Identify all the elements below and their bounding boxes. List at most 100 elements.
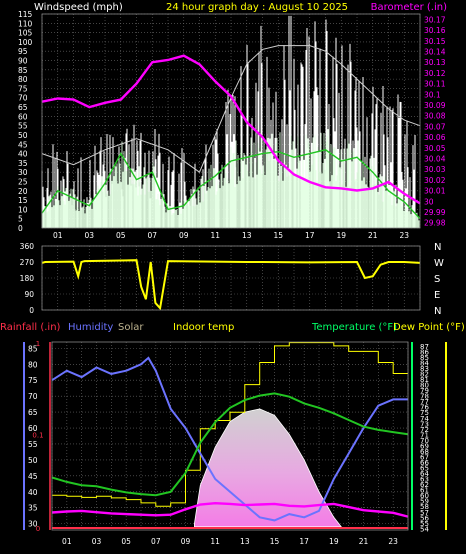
windspeed-tick-label: 75 [18, 84, 28, 93]
barometer-tick-label: 30.14 [424, 47, 446, 56]
barometer-tick-label: 30.01 [424, 187, 446, 196]
temperature-tick-label: 73 [420, 420, 429, 428]
bottom-hour-tick-label: 01 [62, 537, 72, 546]
windspeed-tick-label: 55 [18, 122, 28, 131]
dewpoint-legend: Dew Point (°F) [393, 322, 465, 333]
hour-tick-label: 05 [116, 231, 126, 240]
compass-label: N [434, 242, 441, 253]
direction-degree-label: 360 [20, 242, 35, 251]
bottom-hour-tick-label: 09 [181, 537, 191, 546]
temperature-tick-label: 63 [420, 476, 429, 484]
temperature-tick-label: 77 [420, 398, 429, 406]
barometer-tick-label: 30.11 [424, 80, 446, 89]
wind-direction-line [41, 259, 421, 311]
direction-degree-label: 270 [20, 258, 35, 267]
windspeed-tick-label: 15 [18, 196, 28, 205]
barometer-tick-label: 29.98 [424, 219, 446, 228]
humidity-legend: Humidity [68, 322, 113, 333]
temperature-tick-label: 76 [420, 404, 429, 412]
rainfall-tick-label: 0.1 [32, 431, 43, 439]
humidity-line [51, 356, 408, 522]
temperature-tick-label: 80 [420, 382, 429, 390]
compass-label: S [434, 274, 440, 285]
wind-barometer-chart: 0510152025303540455055606570758085909510… [18, 10, 446, 240]
windspeed-tick-label: 10 [18, 205, 28, 214]
direction-degree-label: 90 [24, 290, 34, 299]
humidity-tick-label: 85 [28, 344, 38, 353]
chart-title: 24 hour graph day : August 10 2025 [166, 2, 348, 13]
temperature-tick-label: 72 [420, 426, 429, 434]
temperature-tick-label: 67 [420, 453, 429, 461]
temperature-tick-label: 66 [420, 459, 429, 467]
windspeed-tick-label: 50 [18, 131, 28, 140]
barometer-tick-label: 30.05 [424, 144, 446, 153]
hour-tick-label: 11 [210, 231, 220, 240]
temperature-tick-label: 83 [420, 365, 429, 373]
temperature-tick-label: 82 [420, 371, 429, 379]
hour-tick-label: 23 [399, 231, 409, 240]
barometer-tick-label: 30.03 [424, 165, 446, 174]
dewpoint-line [52, 342, 408, 507]
temperature-tick-label: 58 [420, 503, 429, 511]
barometer-tick-label: 30.04 [424, 154, 446, 163]
humidity-tick-label: 65 [28, 408, 38, 417]
barometer-tick-label: 30.16 [424, 26, 446, 35]
windspeed-tick-label: 20 [18, 187, 28, 196]
barometer-line [41, 54, 421, 205]
temperature-tick-label: 56 [420, 514, 429, 522]
temperature-tick-label: 64 [420, 470, 429, 478]
hour-tick-label: 03 [84, 231, 94, 240]
bottom-hour-tick-label: 03 [92, 537, 102, 546]
windspeed-tick-label: 35 [18, 159, 28, 168]
barometer-tick-label: 30.08 [424, 112, 446, 121]
temperature-tick-label: 55 [420, 520, 429, 528]
barometer-tick-label: 30.15 [424, 37, 446, 46]
temperature-tick-label: 81 [420, 376, 429, 384]
humidity-tick-label: 55 [28, 440, 38, 449]
bottom-plot-border [51, 341, 409, 531]
bottom-hour-tick-label: 05 [121, 537, 131, 546]
temperature-tick-label: 85 [420, 354, 429, 362]
windspeed-tick-label: 70 [18, 94, 28, 103]
temperature-tick-label: 78 [420, 393, 429, 401]
wind-gust-trend-line [41, 45, 421, 173]
hour-tick-label: 19 [336, 231, 346, 240]
barometer-tick-label: 30.1 [424, 90, 441, 99]
temperature-tick-label: 71 [420, 431, 429, 439]
barometer-tick-label: 30 [424, 197, 434, 206]
windspeed-tick-label: 45 [18, 140, 28, 149]
windspeed-tick-label: 115 [18, 10, 33, 19]
temperature-line [51, 392, 409, 497]
barometer-tick-label: 30.12 [424, 69, 446, 78]
humidity-tick-label: 50 [28, 456, 38, 465]
temperature-tick-label: 84 [420, 359, 429, 367]
temperature-tick-label: 70 [420, 437, 429, 445]
indoor-temp-legend: Indoor temp [173, 322, 234, 333]
hour-tick-label: 13 [242, 231, 252, 240]
humidity-tick-label: 80 [28, 360, 38, 369]
dir-plot-border [41, 245, 421, 311]
temperature-humidity-chart: 30354045505560657075808500.1154555657585… [23, 340, 447, 546]
windspeed-tick-label: 60 [18, 112, 28, 121]
windspeed-tick-label: 40 [18, 150, 28, 159]
direction-degree-label: 0 [29, 306, 34, 315]
bottom-hour-tick-label: 15 [270, 537, 280, 546]
compass-label: E [434, 290, 440, 301]
windspeed-avg-line [41, 149, 421, 220]
humidity-tick-label: 60 [28, 424, 38, 433]
windspeed-tick-label: 0 [18, 224, 23, 233]
plot-border [41, 13, 421, 229]
indoor-temp-line [51, 501, 409, 518]
temperature-tick-label: 87 [420, 343, 429, 351]
barometer-tick-label: 30.17 [424, 15, 446, 24]
direction-degree-label: 180 [20, 274, 35, 283]
barometer-axis-title: Barometer (.in) [371, 2, 447, 13]
solar-area [194, 408, 343, 528]
windspeed-tick-label: 85 [18, 66, 28, 75]
humidity-tick-label: 45 [28, 472, 38, 481]
rainfall-legend: Rainfall (.in) [0, 322, 61, 333]
barometer-tick-label: 30.06 [424, 133, 446, 142]
temperature-tick-label: 60 [420, 492, 429, 500]
bottom-hour-tick-label: 23 [388, 537, 398, 546]
windspeed-tick-label: 95 [18, 47, 28, 56]
